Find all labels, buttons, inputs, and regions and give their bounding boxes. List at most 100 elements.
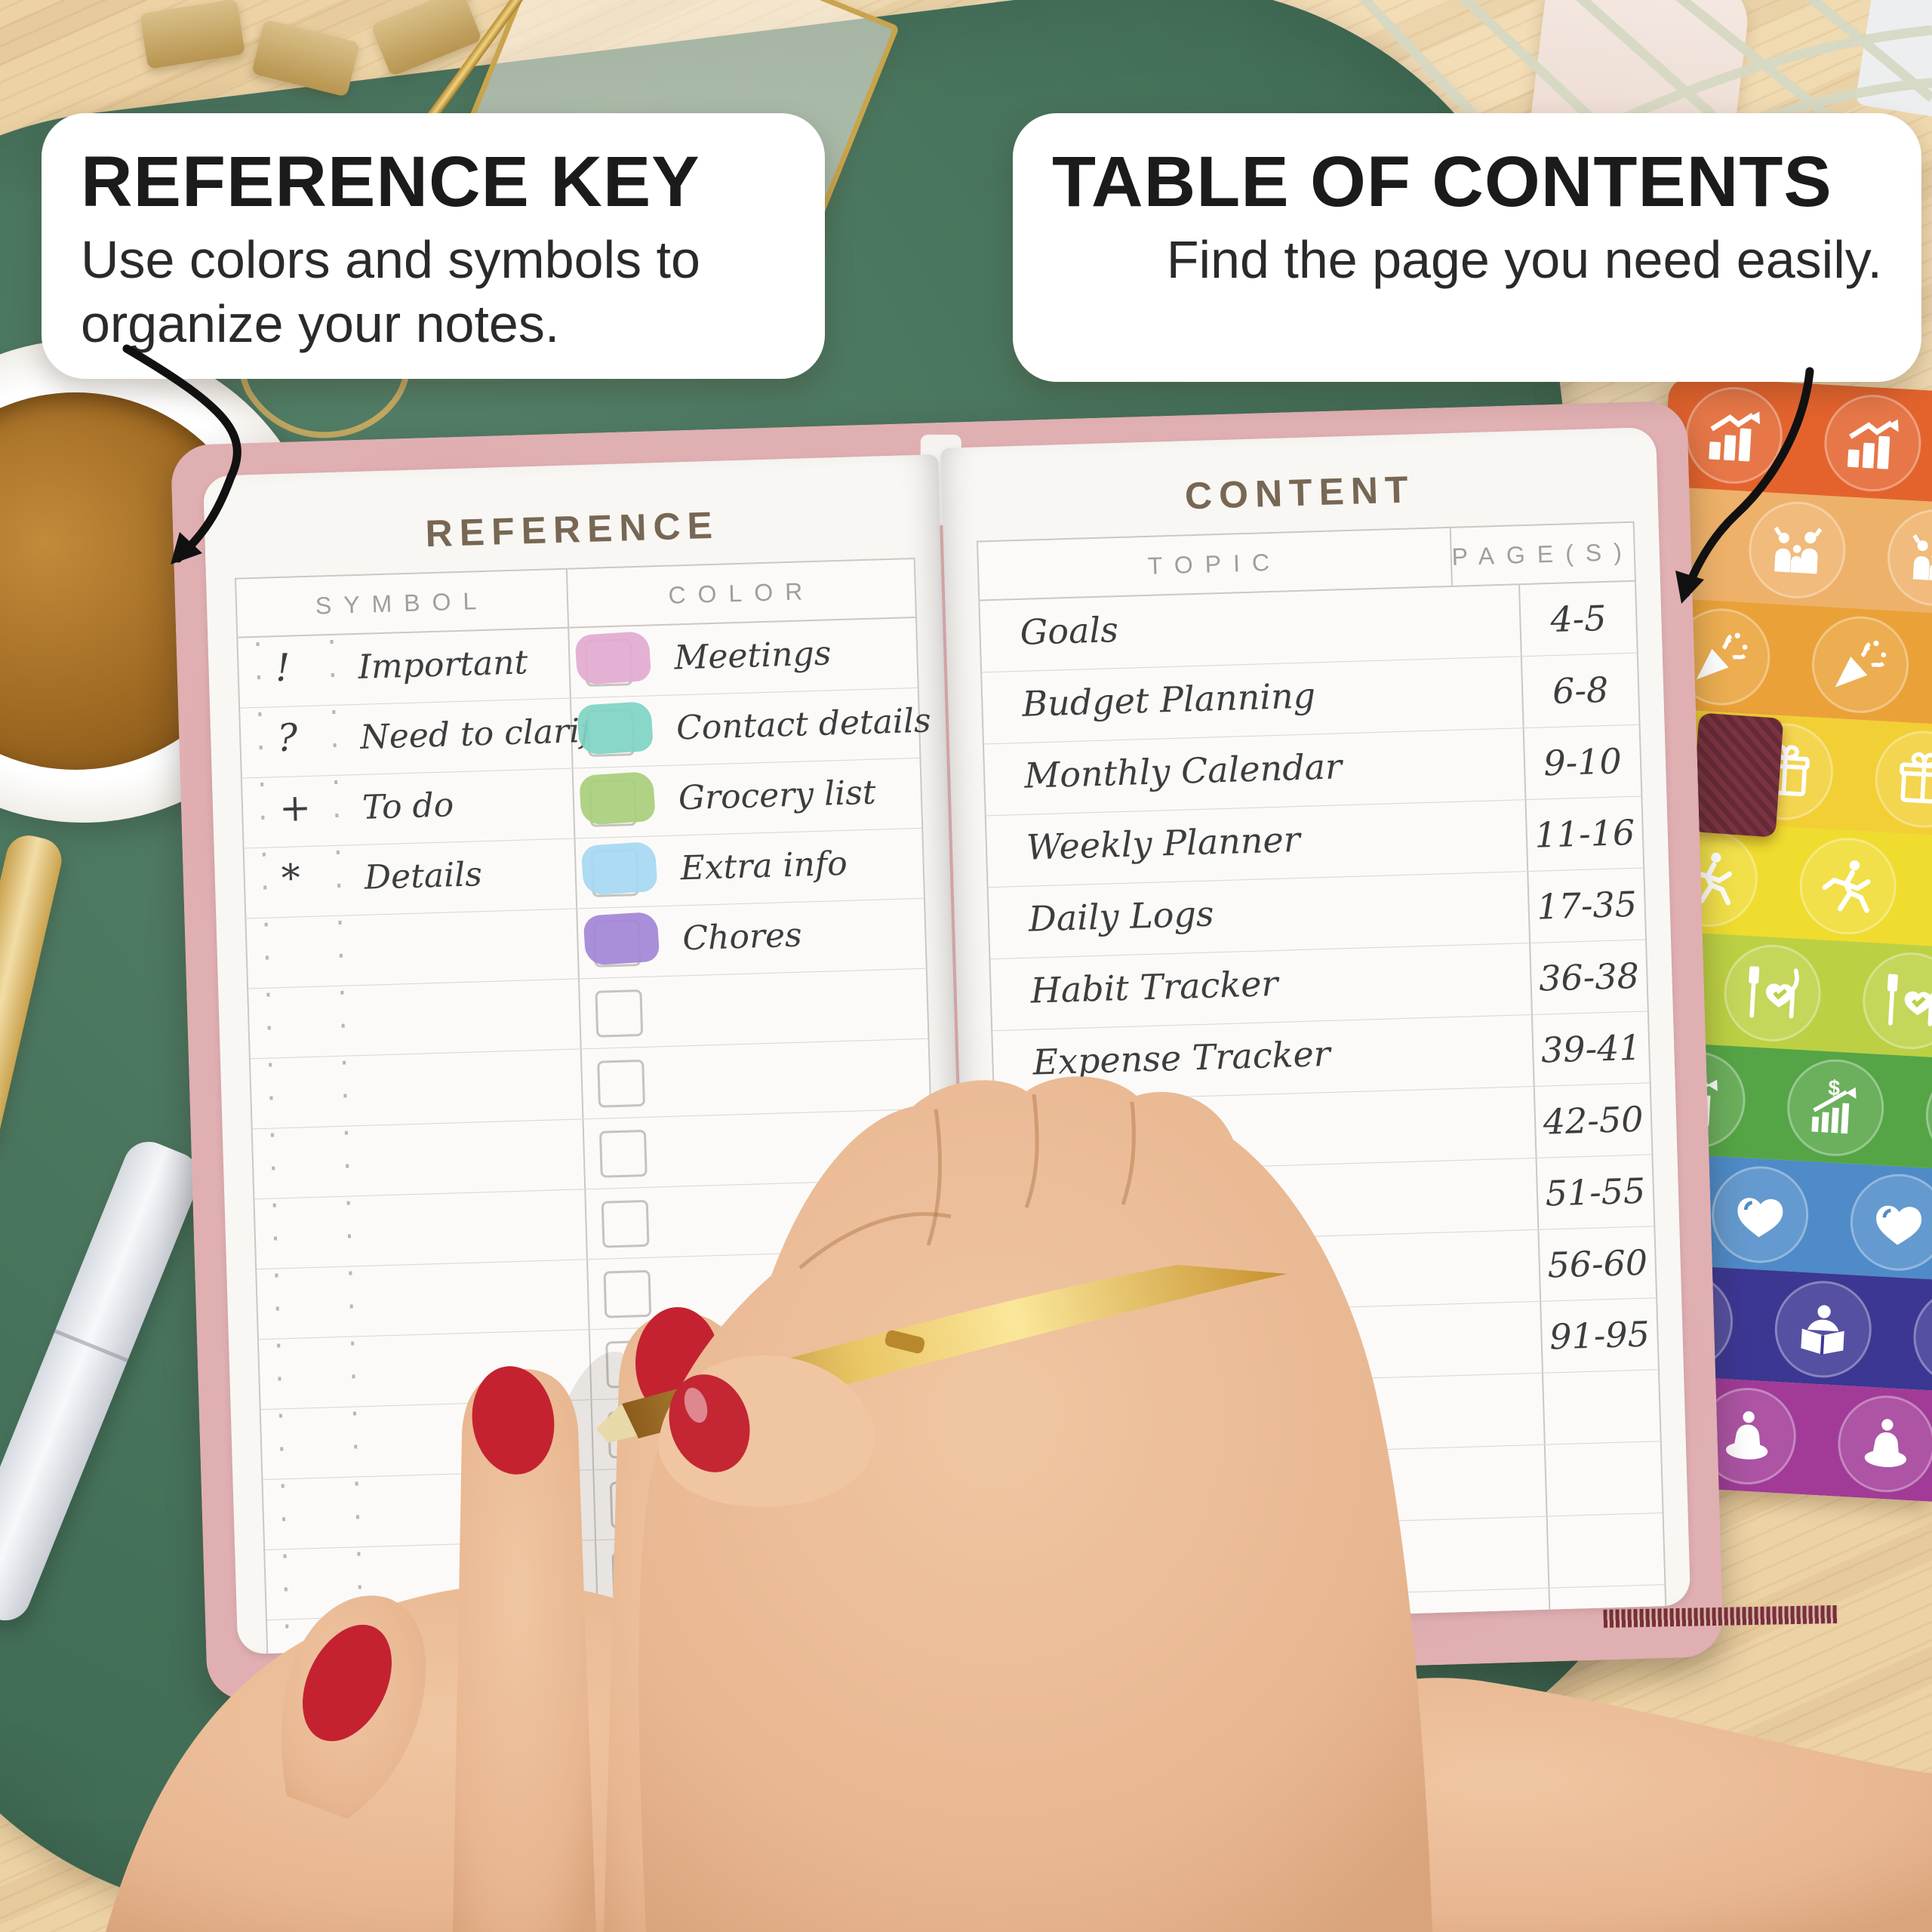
reading-icon xyxy=(1772,1278,1875,1380)
pages-column-header: PAGE(S) xyxy=(1451,537,1635,571)
color-cell xyxy=(580,969,928,1049)
checkbox xyxy=(603,1269,652,1318)
pages-cell: 17-35 xyxy=(1528,869,1645,943)
topic-label: Daily Logs xyxy=(1028,893,1215,940)
topic-label: Monthly Calendar xyxy=(1023,746,1343,796)
topic-label: Weekly Planner xyxy=(1026,819,1301,868)
checkbox xyxy=(597,1059,646,1108)
meditation-icon xyxy=(1697,1385,1799,1487)
reference-key-callout: REFERENCE KEY Use colors and symbols to … xyxy=(42,113,825,379)
symbol-cell xyxy=(250,1049,584,1129)
pages-label: 51-55 xyxy=(1544,1170,1646,1214)
healthy-eating-icon xyxy=(1860,949,1932,1052)
symbol-cell xyxy=(260,1400,595,1480)
contents-page: CONTENT TOPIC PAGE(S) Goals 4-5 Budget Pla… xyxy=(940,426,1691,1627)
table-of-contents-callout: TABLE OF CONTENTS Find the page you need… xyxy=(1013,113,1921,382)
contents-table: TOPIC PAGE(S) Goals 4-5 Budget Planning 6-8… xyxy=(976,521,1669,1627)
symbol-cell xyxy=(248,979,582,1059)
page-block-edge xyxy=(1603,1604,1838,1628)
pages-cell xyxy=(1548,1513,1665,1587)
pages-label: 17-35 xyxy=(1536,883,1638,928)
symbol-glyph: * xyxy=(280,856,301,901)
color-swatch xyxy=(583,911,660,966)
binder-clip xyxy=(140,0,245,69)
gift-icon xyxy=(1872,728,1932,830)
growth-chart-icon xyxy=(1683,383,1786,486)
color-label: Grocery list xyxy=(678,773,877,818)
party-popper-icon xyxy=(1809,613,1912,715)
color-cell xyxy=(592,1390,941,1470)
pages-cell: 11-16 xyxy=(1526,797,1643,871)
topic-label: Birthdays xyxy=(1040,1323,1212,1370)
pages-cell: 9-10 xyxy=(1524,725,1641,799)
checkbox xyxy=(605,1340,654,1389)
pages-label: 56-60 xyxy=(1546,1241,1648,1286)
healthy-eating-sticker-band xyxy=(1632,929,1932,1060)
callout-title: REFERENCE KEY xyxy=(81,142,700,222)
pages-cell: 4-5 xyxy=(1520,582,1637,656)
callout-body: Use colors and symbols to organize your … xyxy=(81,229,700,354)
symbol-glyph: ! xyxy=(274,645,291,691)
party-popper-icon xyxy=(1670,605,1773,708)
symbol-label: Important xyxy=(357,643,528,687)
pages-label: 42-50 xyxy=(1543,1098,1644,1143)
reference-table: SYMBOL COLOR ! Important Meetings ? Need to … xyxy=(234,557,949,1655)
elastic-pen-loop xyxy=(1690,712,1784,838)
notebook: REFERENCE SYMBOL COLOR ! Important Meeting… xyxy=(170,400,1838,1702)
meditation-sticker-band xyxy=(1607,1372,1932,1503)
color-cell xyxy=(594,1460,943,1540)
symbol-cell: ? Need to clarify xyxy=(240,698,611,778)
pages-cell: 91-95 xyxy=(1541,1298,1658,1372)
checkbox xyxy=(598,1129,648,1178)
checkbox xyxy=(595,989,644,1038)
reading-icon xyxy=(1911,1285,1932,1388)
checkbox xyxy=(607,1410,656,1459)
callout-title: TABLE OF CONTENTS xyxy=(1052,142,1832,222)
color-label: Contact details xyxy=(675,701,932,748)
callout-body: Find the page you need easily. xyxy=(1166,229,1882,289)
checkbox xyxy=(601,1199,650,1248)
pages-cell: 6-8 xyxy=(1522,654,1639,728)
color-swatch xyxy=(574,630,652,685)
symbol-cell xyxy=(246,909,580,989)
topic-label: Goals xyxy=(1019,609,1119,653)
topic-label: Notes xyxy=(1034,1110,1140,1155)
family-icon xyxy=(1884,506,1932,609)
color-swatch xyxy=(580,841,658,896)
color-swatch xyxy=(577,700,654,755)
svg-text:$: $ xyxy=(1828,1075,1841,1100)
pages-label: 6-8 xyxy=(1552,669,1610,712)
party-popper-sticker-band xyxy=(1651,597,1932,727)
pages-cell: 56-60 xyxy=(1539,1226,1656,1300)
topic-label: Expense Tracker xyxy=(1032,1032,1331,1083)
pages-label: 11-16 xyxy=(1534,811,1635,856)
pages-cell: 39-41 xyxy=(1533,1011,1650,1085)
color-cell xyxy=(596,1530,945,1610)
topic-label: Travel Plans xyxy=(1038,1250,1258,1298)
color-cell xyxy=(588,1250,937,1330)
symbol-label: Details xyxy=(364,855,483,897)
heart-icon xyxy=(1709,1163,1811,1266)
color-swatch xyxy=(578,771,656,826)
color-cell: Grocery list xyxy=(574,758,922,838)
color-cell: Chores xyxy=(577,899,926,979)
color-cell xyxy=(583,1109,932,1189)
pages-cell: 42-50 xyxy=(1535,1083,1652,1157)
color-cell: Meetings xyxy=(569,618,918,698)
contents-page-title: CONTENT xyxy=(1184,468,1416,518)
color-label: Extra info xyxy=(679,844,848,888)
color-cell xyxy=(582,1039,931,1119)
color-column-header: COLOR xyxy=(667,577,815,609)
binder-clip xyxy=(251,19,361,97)
symbol-glyph: ? xyxy=(276,715,298,761)
symbol-cell xyxy=(258,1330,592,1410)
symbol-cell xyxy=(263,1470,597,1550)
meditation-icon xyxy=(1835,1392,1932,1495)
pages-cell: 51-55 xyxy=(1537,1155,1654,1229)
symbol-cell: ! Important xyxy=(238,628,571,708)
reference-page-title: REFERENCE xyxy=(424,503,720,555)
color-cell: Contact details xyxy=(571,688,931,768)
family-icon xyxy=(1746,498,1848,601)
symbol-cell xyxy=(252,1119,586,1199)
